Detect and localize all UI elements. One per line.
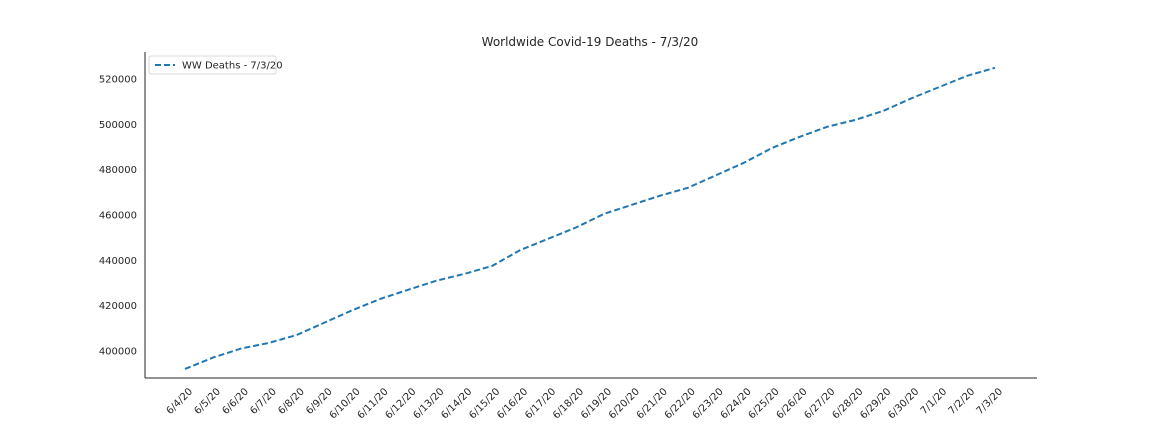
- x-tick-label: 6/6/20: [220, 386, 251, 417]
- legend-box: [148, 55, 277, 75]
- x-tick-label: 7/1/20: [919, 386, 950, 417]
- y-axis-ticks: 400000 420000 440000 460000 480000 500000 5200…: [99, 75, 137, 358]
- y-tick-label: 500000: [99, 120, 137, 131]
- chart-title: Worldwide Covid-19 Deaths - 7/3/20: [482, 35, 699, 49]
- series-layer: [184, 66, 996, 370]
- x-axis-ticks: 6/4/206/5/206/6/206/7/206/8/206/9/206/10…: [165, 386, 1006, 421]
- x-tick-label: 7/3/20: [975, 386, 1006, 417]
- x-tick-label: 7/2/20: [947, 386, 978, 417]
- x-tick-label: 6/8/20: [276, 386, 307, 417]
- x-tick-label: 6/7/20: [248, 386, 279, 417]
- y-tick-label: 520000: [99, 75, 137, 86]
- y-tick-label: 480000: [99, 165, 137, 176]
- legend-label: WW Deaths - 7/3/20: [182, 61, 283, 72]
- y-tick-label: 400000: [99, 346, 137, 357]
- y-tick-label: 420000: [99, 301, 137, 312]
- y-tick-label: 440000: [99, 256, 137, 267]
- series-line: [184, 66, 996, 370]
- legend: WW Deaths - 7/3/20: [148, 55, 283, 75]
- axes: [144, 52, 1037, 379]
- x-tick-label: 6/5/20: [193, 386, 224, 417]
- x-tick-label: 6/30/20: [886, 386, 921, 421]
- y-tick-label: 460000: [99, 211, 137, 222]
- x-tick-label: 6/4/20: [165, 386, 196, 417]
